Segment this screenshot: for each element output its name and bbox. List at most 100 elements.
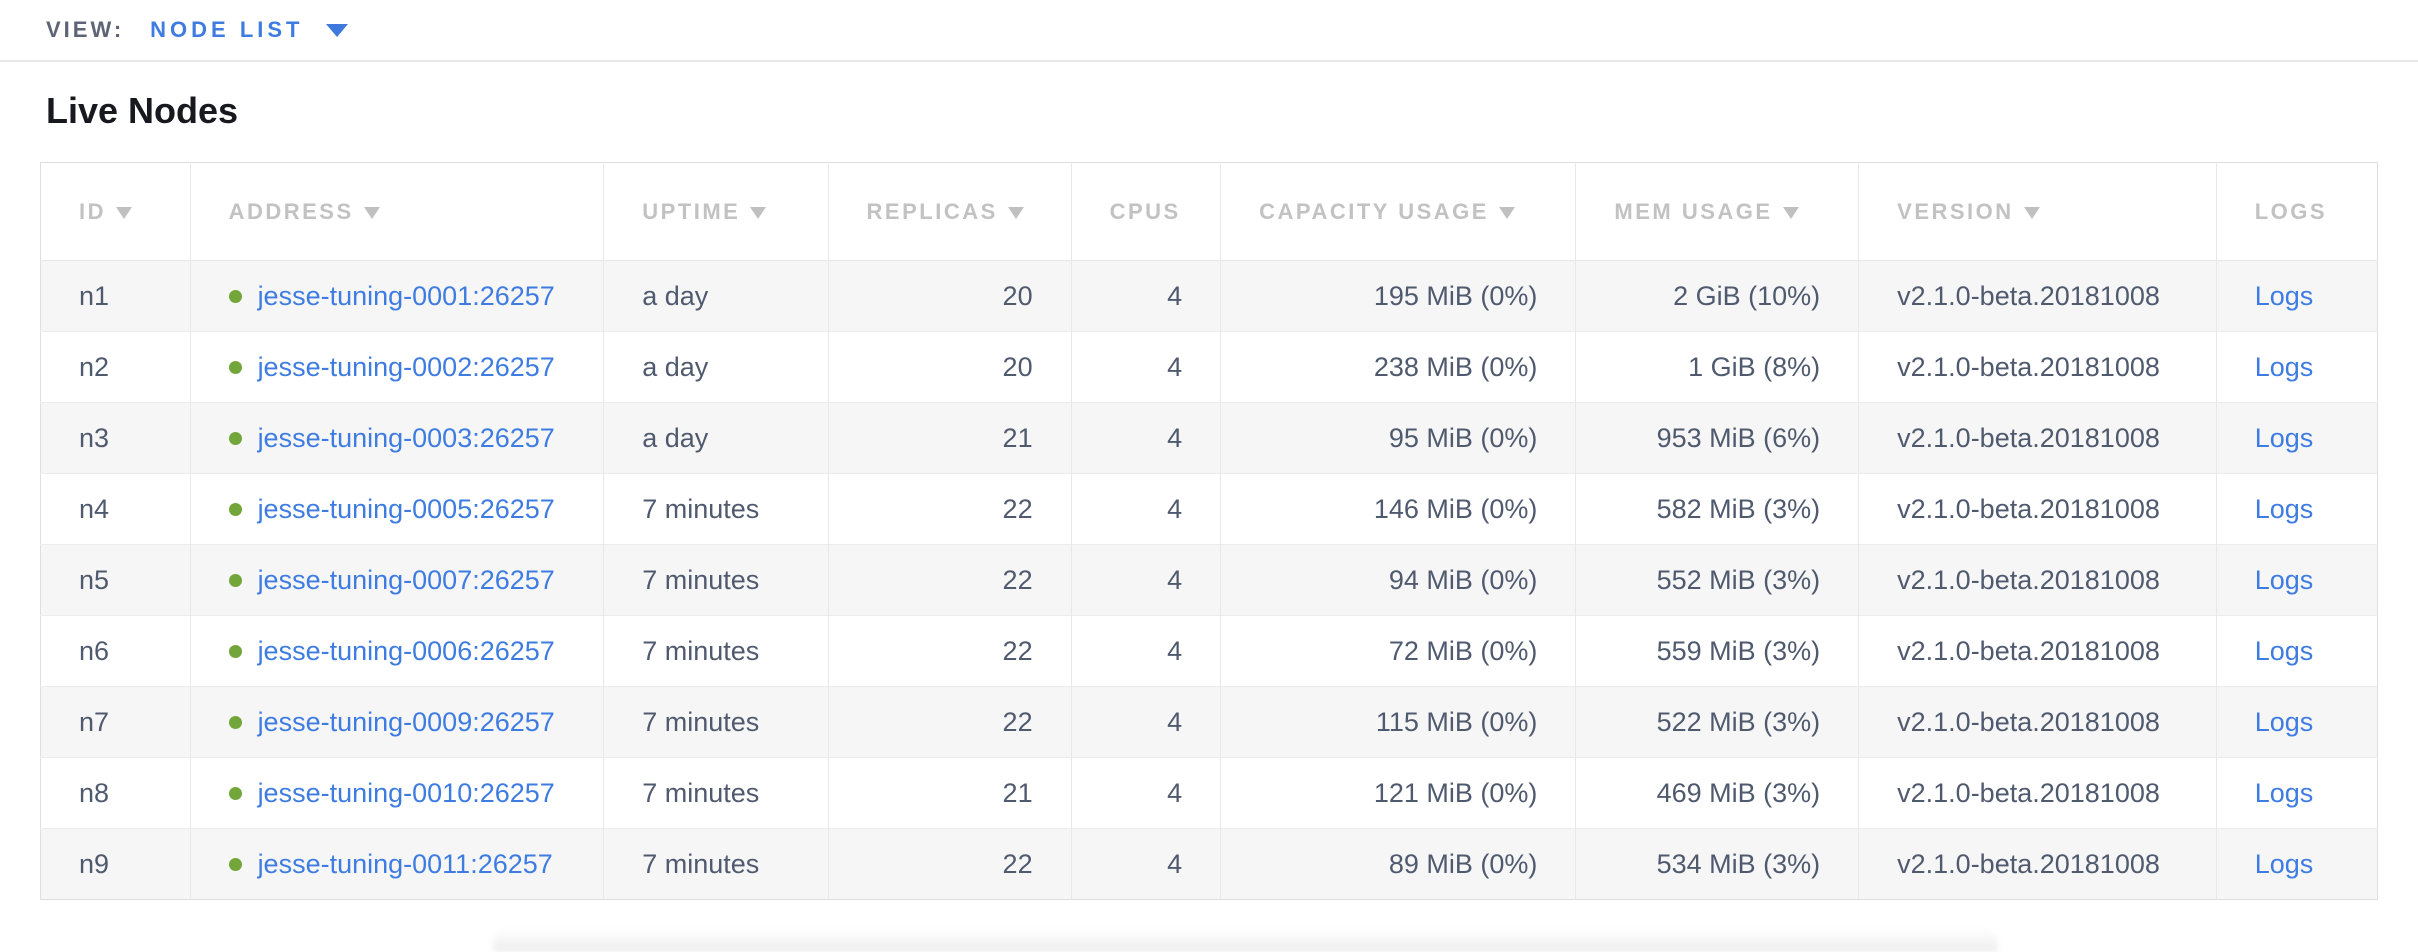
node-address-cell: jesse-tuning-0010:26257 <box>189 757 604 829</box>
live-status-dot-icon <box>228 360 242 374</box>
column-header-address[interactable]: ADDRESS <box>189 162 604 261</box>
node-logs-link[interactable]: Logs <box>2254 635 2314 666</box>
table-row: n5 jesse-tuning-0007:26257 7 minutes 22 4 94 … <box>40 544 2378 616</box>
node-address-link[interactable]: jesse-tuning-0001:26257 <box>257 280 555 311</box>
node-logs-link[interactable]: Logs <box>2254 422 2314 453</box>
node-logs-link[interactable]: Logs <box>2254 564 2314 595</box>
node-id-cell: n6 <box>40 615 191 687</box>
column-header-replicas[interactable]: REPLICAS <box>827 162 1072 261</box>
node-logs-link[interactable]: Logs <box>2254 777 2314 808</box>
node-replicas-cell: 22 <box>827 544 1072 616</box>
node-capacity-usage-cell: 121 MiB (0%) <box>1220 757 1576 829</box>
live-nodes-table: ID ADDRESS UPTIME REPLICAS CPUS CAPACITY USAG… <box>40 162 2378 900</box>
table-row: n7 jesse-tuning-0009:26257 7 minutes 22 4 115… <box>40 686 2378 758</box>
node-id-cell: n2 <box>40 331 191 403</box>
node-uptime-cell: 7 minutes <box>603 615 829 687</box>
column-header-id[interactable]: ID <box>40 162 191 261</box>
node-cpus-cell: 4 <box>1070 402 1221 474</box>
column-header-label: ADDRESS <box>228 198 354 224</box>
view-dropdown-value: NODE LIST <box>150 17 304 42</box>
live-status-dot-icon <box>228 502 242 516</box>
node-version-cell: v2.1.0-beta.20181008 <box>1858 473 2217 545</box>
node-uptime-cell: 7 minutes <box>603 828 829 900</box>
node-replicas-cell: 22 <box>827 686 1072 758</box>
node-address-link[interactable]: jesse-tuning-0002:26257 <box>257 351 555 382</box>
node-address-link[interactable]: jesse-tuning-0005:26257 <box>257 493 555 524</box>
node-address-link[interactable]: jesse-tuning-0009:26257 <box>257 706 555 737</box>
node-version-cell: v2.1.0-beta.20181008 <box>1858 828 2217 900</box>
node-logs-link[interactable]: Logs <box>2254 280 2314 311</box>
chevron-down-icon <box>325 23 348 37</box>
column-header-label: UPTIME <box>642 198 741 224</box>
column-header-uptime[interactable]: UPTIME <box>603 162 829 261</box>
main-content: Live Nodes ID ADDRESS UPTIME REPLICAS CPUS CA… <box>0 90 2418 900</box>
node-address-link[interactable]: jesse-tuning-0003:26257 <box>257 422 555 453</box>
node-capacity-usage-cell: 146 MiB (0%) <box>1220 473 1576 545</box>
table-row: n9 jesse-tuning-0011:26257 7 minutes 22 4 89 … <box>40 828 2378 900</box>
node-logs-cell: Logs <box>2215 473 2378 545</box>
node-capacity-usage-cell: 89 MiB (0%) <box>1220 828 1576 900</box>
column-header-label: CAPACITY USAGE <box>1259 198 1489 224</box>
column-header-label: REPLICAS <box>866 198 998 224</box>
node-logs-cell: Logs <box>2215 402 2378 474</box>
node-logs-link[interactable]: Logs <box>2254 351 2314 382</box>
column-header-label: VERSION <box>1897 198 2014 224</box>
node-replicas-cell: 21 <box>827 757 1072 829</box>
node-capacity-usage-cell: 115 MiB (0%) <box>1220 686 1576 758</box>
node-logs-link[interactable]: Logs <box>2254 848 2314 879</box>
view-dropdown[interactable]: NODE LIST <box>150 17 348 43</box>
node-mem-usage-cell: 469 MiB (3%) <box>1575 757 1859 829</box>
sort-descending-icon <box>1782 206 1799 219</box>
node-mem-usage-cell: 534 MiB (3%) <box>1575 828 1859 900</box>
node-uptime-cell: 7 minutes <box>603 686 829 758</box>
table-body: n1 jesse-tuning-0001:26257 a day 20 4 195 MiB… <box>40 260 2378 900</box>
node-version-cell: v2.1.0-beta.20181008 <box>1858 686 2217 758</box>
node-cpus-cell: 4 <box>1070 757 1221 829</box>
node-logs-cell: Logs <box>2215 757 2378 829</box>
live-status-dot-icon <box>228 431 242 445</box>
node-logs-cell: Logs <box>2215 615 2378 687</box>
live-status-dot-icon <box>228 715 242 729</box>
node-mem-usage-cell: 552 MiB (3%) <box>1575 544 1859 616</box>
node-uptime-cell: 7 minutes <box>603 473 829 545</box>
sort-descending-icon <box>2023 206 2040 219</box>
live-status-dot-icon <box>228 786 242 800</box>
node-logs-link[interactable]: Logs <box>2254 493 2314 524</box>
node-address-link[interactable]: jesse-tuning-0006:26257 <box>257 635 555 666</box>
column-header-version[interactable]: VERSION <box>1858 162 2217 261</box>
node-capacity-usage-cell: 195 MiB (0%) <box>1220 260 1576 332</box>
node-address-link[interactable]: jesse-tuning-0011:26257 <box>257 848 553 879</box>
node-uptime-cell: 7 minutes <box>603 757 829 829</box>
column-header-capacity-usage[interactable]: CAPACITY USAGE <box>1220 162 1576 261</box>
node-id-cell: n9 <box>40 828 191 900</box>
node-id-cell: n1 <box>79 280 110 311</box>
node-logs-cell: Logs <box>2215 544 2378 616</box>
node-logs-link[interactable]: Logs <box>2254 706 2314 737</box>
node-mem-usage-cell: 582 MiB (3%) <box>1575 473 1859 545</box>
node-replicas-cell: 22 <box>827 615 1072 687</box>
node-version-cell: v2.1.0-beta.20181008 <box>1858 260 2217 332</box>
node-uptime-cell: a day <box>603 402 829 474</box>
sort-descending-icon <box>750 206 767 219</box>
node-cpus-cell: 4 <box>1070 828 1221 900</box>
table-row: n4 jesse-tuning-0005:26257 7 minutes 22 4 146… <box>40 473 2378 545</box>
table-row: n2 jesse-tuning-0002:26257 a day 20 4 238 MiB… <box>40 331 2378 403</box>
node-replicas-cell: 20 <box>827 260 1072 332</box>
column-header-label: MEM USAGE <box>1614 198 1773 224</box>
node-replicas-cell: 21 <box>827 402 1072 474</box>
node-address-link[interactable]: jesse-tuning-0010:26257 <box>257 777 555 808</box>
node-logs-cell: Logs <box>2215 331 2378 403</box>
node-address-link[interactable]: jesse-tuning-0007:26257 <box>257 564 555 595</box>
table-header: ID ADDRESS UPTIME REPLICAS CPUS CAPACITY USAG… <box>40 162 2378 261</box>
node-mem-usage-cell: 2 GiB (10%) <box>1575 260 1859 332</box>
sort-descending-icon <box>1007 206 1024 219</box>
node-mem-usage-cell: 1 GiB (8%) <box>1575 331 1859 403</box>
node-cpus-cell: 4 <box>1070 615 1221 687</box>
node-capacity-usage-cell: 94 MiB (0%) <box>1220 544 1576 616</box>
node-id-cell: n3 <box>40 402 191 474</box>
node-cpus-cell: 4 <box>1070 544 1221 616</box>
live-status-dot-icon <box>228 573 242 587</box>
view-label: VIEW: <box>46 17 125 42</box>
node-version-cell: v2.1.0-beta.20181008 <box>1858 331 2217 403</box>
column-header-mem-usage[interactable]: MEM USAGE <box>1575 162 1859 261</box>
